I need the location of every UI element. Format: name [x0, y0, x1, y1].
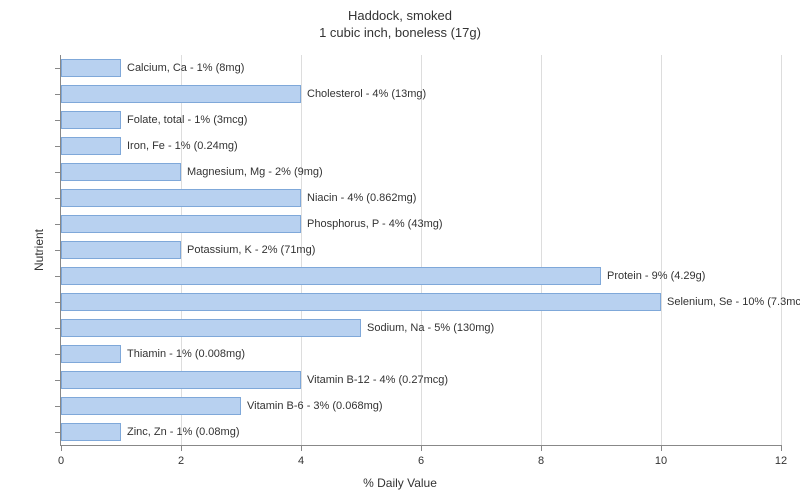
- x-tick: [781, 445, 782, 451]
- y-tick: [55, 198, 61, 199]
- gridline: [661, 55, 662, 445]
- gridline: [541, 55, 542, 445]
- bar-row: Vitamin B-12 - 4% (0.27mcg): [61, 371, 448, 389]
- bar-row: Protein - 9% (4.29g): [61, 267, 705, 285]
- x-tick: [421, 445, 422, 451]
- x-tick: [661, 445, 662, 451]
- bar: [61, 241, 181, 259]
- bar: [61, 111, 121, 129]
- bar: [61, 423, 121, 441]
- y-tick: [55, 380, 61, 381]
- bar: [61, 189, 301, 207]
- bar: [61, 345, 121, 363]
- bar-label: Calcium, Ca - 1% (8mg): [127, 62, 244, 74]
- y-tick: [55, 120, 61, 121]
- plot-area: 024681012Calcium, Ca - 1% (8mg)Cholester…: [60, 55, 781, 446]
- y-tick: [55, 354, 61, 355]
- bar-row: Iron, Fe - 1% (0.24mg): [61, 137, 238, 155]
- x-axis-title: % Daily Value: [363, 476, 437, 490]
- x-tick-label: 4: [298, 455, 304, 467]
- bar-row: Selenium, Se - 10% (7.3mcg): [61, 293, 800, 311]
- chart-title-line1: Haddock, smoked: [0, 8, 800, 25]
- bar-row: Magnesium, Mg - 2% (9mg): [61, 163, 323, 181]
- bar-row: Folate, total - 1% (3mcg): [61, 111, 247, 129]
- bar-label: Magnesium, Mg - 2% (9mg): [187, 166, 323, 178]
- x-tick-label: 6: [418, 455, 424, 467]
- bar-label: Selenium, Se - 10% (7.3mcg): [667, 296, 800, 308]
- y-axis-title: Nutrient: [32, 229, 46, 271]
- x-tick: [181, 445, 182, 451]
- bar-label: Zinc, Zn - 1% (0.08mg): [127, 426, 239, 438]
- bar-row: Sodium, Na - 5% (130mg): [61, 319, 494, 337]
- bar: [61, 319, 361, 337]
- bar: [61, 215, 301, 233]
- bar-label: Niacin - 4% (0.862mg): [307, 192, 416, 204]
- y-tick: [55, 68, 61, 69]
- bar-row: Potassium, K - 2% (71mg): [61, 241, 315, 259]
- y-tick: [55, 94, 61, 95]
- bar-row: Zinc, Zn - 1% (0.08mg): [61, 423, 239, 441]
- bar: [61, 267, 601, 285]
- y-tick: [55, 172, 61, 173]
- bar: [61, 371, 301, 389]
- bar: [61, 137, 121, 155]
- chart-title-line2: 1 cubic inch, boneless (17g): [0, 25, 800, 42]
- bar-label: Folate, total - 1% (3mcg): [127, 114, 247, 126]
- bar-label: Cholesterol - 4% (13mg): [307, 88, 426, 100]
- y-tick: [55, 328, 61, 329]
- chart-title-block: Haddock, smoked 1 cubic inch, boneless (…: [0, 0, 800, 42]
- x-tick: [541, 445, 542, 451]
- bar-row: Thiamin - 1% (0.008mg): [61, 345, 245, 363]
- bar-label: Vitamin B-12 - 4% (0.27mcg): [307, 374, 448, 386]
- bar: [61, 293, 661, 311]
- bar-label: Vitamin B-6 - 3% (0.068mg): [247, 400, 383, 412]
- y-tick: [55, 406, 61, 407]
- gridline: [781, 55, 782, 445]
- bar-label: Sodium, Na - 5% (130mg): [367, 322, 494, 334]
- y-tick: [55, 224, 61, 225]
- x-tick-label: 8: [538, 455, 544, 467]
- bar-label: Iron, Fe - 1% (0.24mg): [127, 140, 238, 152]
- x-tick-label: 10: [655, 455, 667, 467]
- x-tick: [61, 445, 62, 451]
- bar-label: Potassium, K - 2% (71mg): [187, 244, 315, 256]
- bar-label: Protein - 9% (4.29g): [607, 270, 705, 282]
- y-tick: [55, 146, 61, 147]
- nutrition-chart: Haddock, smoked 1 cubic inch, boneless (…: [0, 0, 800, 500]
- bar: [61, 163, 181, 181]
- bar-label: Thiamin - 1% (0.008mg): [127, 348, 245, 360]
- y-tick: [55, 250, 61, 251]
- x-tick: [301, 445, 302, 451]
- bar-label: Phosphorus, P - 4% (43mg): [307, 218, 443, 230]
- y-tick: [55, 276, 61, 277]
- x-tick-label: 0: [58, 455, 64, 467]
- x-tick-label: 12: [775, 455, 787, 467]
- bar: [61, 85, 301, 103]
- bar-row: Cholesterol - 4% (13mg): [61, 85, 426, 103]
- bar: [61, 59, 121, 77]
- y-tick: [55, 432, 61, 433]
- bar-row: Niacin - 4% (0.862mg): [61, 189, 416, 207]
- y-tick: [55, 302, 61, 303]
- bar-row: Vitamin B-6 - 3% (0.068mg): [61, 397, 383, 415]
- bar-row: Calcium, Ca - 1% (8mg): [61, 59, 244, 77]
- bar-row: Phosphorus, P - 4% (43mg): [61, 215, 443, 233]
- x-tick-label: 2: [178, 455, 184, 467]
- bar: [61, 397, 241, 415]
